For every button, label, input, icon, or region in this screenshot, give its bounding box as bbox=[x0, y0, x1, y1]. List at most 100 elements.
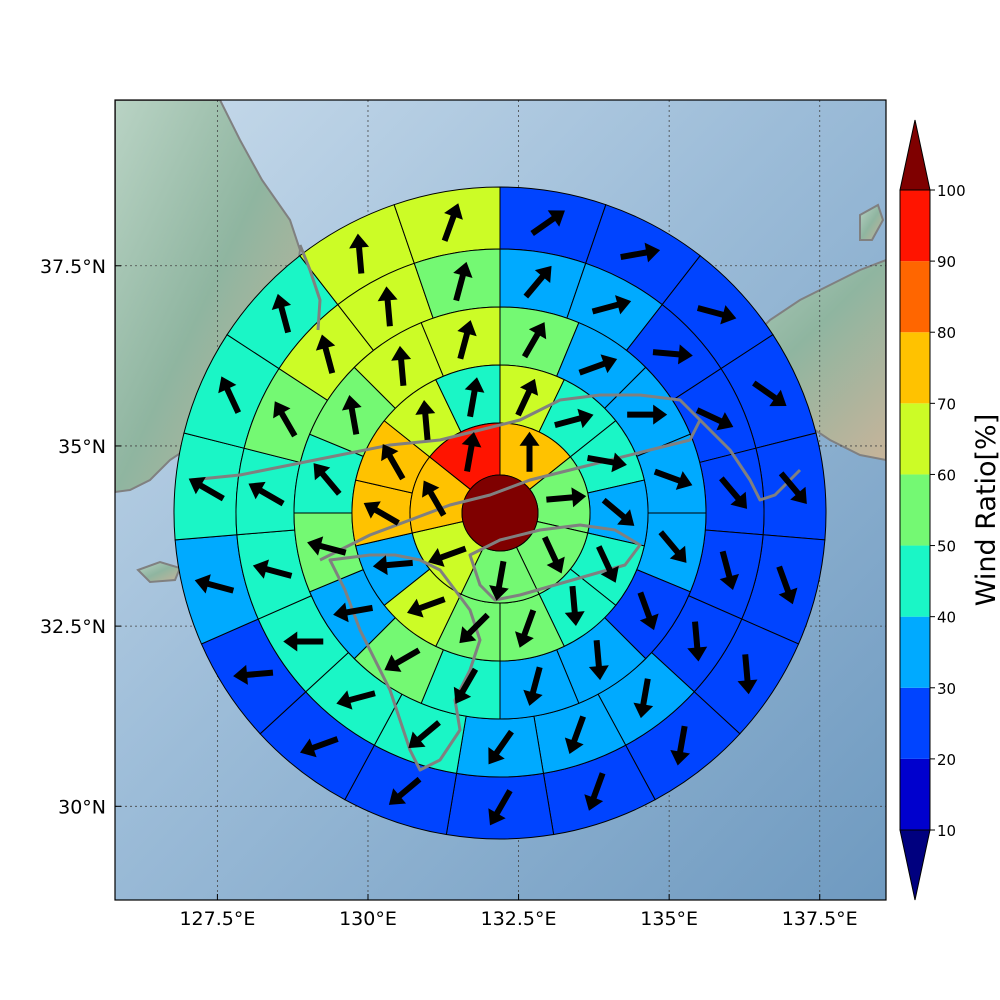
wind-arrow bbox=[461, 432, 482, 472]
colorbar-segment bbox=[900, 190, 930, 262]
wind-arrow-shape bbox=[776, 565, 798, 605]
wind-arrow bbox=[776, 565, 798, 605]
colorbar-segment bbox=[900, 332, 930, 404]
wind-arrow-shape bbox=[620, 242, 661, 263]
wind-arrow bbox=[658, 530, 687, 563]
wind-arrow-shape bbox=[188, 476, 225, 502]
wind-arrow bbox=[554, 408, 594, 429]
wind-arrow-shape bbox=[633, 678, 654, 719]
colorbar-segment bbox=[900, 403, 930, 475]
wind-arrow-shape bbox=[333, 602, 374, 623]
colorbar-tick-label: 20 bbox=[937, 751, 956, 769]
wind-arrow-shape bbox=[307, 536, 347, 556]
wind-arrow bbox=[188, 476, 225, 502]
wind-arrow bbox=[521, 322, 547, 359]
wind-arrow-shape bbox=[407, 596, 446, 618]
wind-arrow bbox=[333, 602, 374, 623]
wind-arrow bbox=[670, 725, 690, 766]
wind-arrow-shape bbox=[349, 233, 370, 274]
colorbar-under-triangle bbox=[899, 829, 931, 901]
coast-tsushima bbox=[298, 244, 322, 331]
wind-arrow-shape bbox=[515, 378, 539, 417]
wind-arrow bbox=[653, 468, 693, 490]
wind-arrow-shape bbox=[428, 545, 467, 567]
wind-arrow bbox=[752, 380, 787, 407]
wind-arrow-shape bbox=[194, 574, 235, 594]
lon-tick-label: 135°E bbox=[640, 908, 698, 930]
map-frame bbox=[114, 99, 887, 901]
wind-arrow bbox=[588, 639, 609, 681]
polar-sector bbox=[173, 432, 245, 541]
wind-arrow-shape bbox=[252, 559, 293, 579]
wind-arrow-shape bbox=[658, 530, 687, 563]
wind-arrow-shape bbox=[363, 501, 400, 526]
polar-center-cell bbox=[461, 474, 539, 552]
wind-arrow bbox=[388, 776, 422, 805]
wind-arrow-shape bbox=[384, 647, 421, 672]
wind-arrow bbox=[596, 545, 619, 583]
wind-arrow bbox=[377, 286, 398, 327]
colorbar-segment bbox=[900, 474, 930, 546]
wind-arrow bbox=[601, 497, 635, 526]
wind-arrow bbox=[233, 664, 274, 685]
wind-arrow bbox=[637, 591, 659, 631]
wind-arrow-shape bbox=[283, 631, 324, 652]
wind-arrow bbox=[363, 501, 400, 526]
wind-arrow-shape bbox=[488, 789, 513, 826]
wind-arrow bbox=[283, 631, 324, 652]
wind-arrow-shape bbox=[464, 377, 485, 418]
wind-arrow-shape bbox=[415, 400, 436, 441]
colorbar-tick-label: 50 bbox=[937, 538, 956, 556]
colorbar-tick-label: 80 bbox=[937, 324, 956, 342]
wind-arrow bbox=[336, 690, 376, 710]
colorbar-segment bbox=[900, 616, 930, 688]
wind-arrow bbox=[441, 203, 463, 242]
wind-arrow bbox=[627, 404, 668, 425]
coast-kyushu bbox=[328, 553, 482, 772]
wind-arrow-shape bbox=[601, 497, 635, 526]
wind-arrow bbox=[515, 609, 537, 648]
wind-arrow bbox=[696, 305, 737, 325]
wind-arrow-shape bbox=[233, 664, 274, 685]
colorbar-segment bbox=[900, 687, 930, 759]
coast-west-honshu bbox=[189, 393, 702, 562]
wind-arrow bbox=[428, 545, 467, 567]
wind-arrow-shape bbox=[441, 203, 463, 242]
wind-arrow bbox=[519, 431, 540, 472]
wind-arrow bbox=[488, 789, 513, 826]
wind-arrow bbox=[488, 729, 514, 765]
wind-arrow bbox=[584, 772, 606, 811]
colorbar-segment bbox=[900, 545, 930, 617]
wind-arrow-shape bbox=[554, 408, 594, 429]
land-jeju bbox=[136, 560, 182, 584]
colorbar-tick-label: 90 bbox=[937, 253, 956, 271]
wind-arrow-shape bbox=[627, 404, 668, 425]
colorbar-over-triangle bbox=[899, 119, 931, 191]
wind-arrow bbox=[523, 666, 543, 706]
axis-tick-labels: 127.5°E 130°E 132.5°E 135°E 137.5°E 37.5°N 35°… bbox=[40, 256, 858, 930]
wind-arrow-shape bbox=[388, 776, 422, 805]
wind-arrow-shape bbox=[381, 444, 406, 481]
wind-arrow bbox=[271, 293, 292, 334]
wind-arrow-shape bbox=[778, 471, 807, 504]
wind-arrow bbox=[652, 344, 693, 365]
wind-arrow bbox=[578, 354, 618, 376]
wind-arrow bbox=[564, 715, 586, 755]
colorbar-tick-label: 70 bbox=[937, 395, 956, 413]
wind-arrow bbox=[564, 585, 585, 626]
wind-arrow bbox=[687, 621, 708, 662]
wind-arrow bbox=[300, 736, 339, 758]
wind-arrow bbox=[586, 452, 627, 473]
wind-arrow bbox=[453, 667, 479, 704]
wind-polar-grid bbox=[173, 186, 827, 840]
wind-arrow bbox=[530, 210, 565, 236]
wind-arrow-shape bbox=[461, 432, 482, 472]
wind-arrow-shape bbox=[719, 476, 748, 509]
wind-arrow bbox=[620, 242, 661, 263]
wind-arrow bbox=[384, 647, 421, 672]
wind-arrow bbox=[464, 377, 485, 418]
wind-arrow bbox=[457, 320, 477, 360]
wind-arrow-shape bbox=[523, 265, 552, 299]
wind-arrow bbox=[315, 334, 336, 374]
